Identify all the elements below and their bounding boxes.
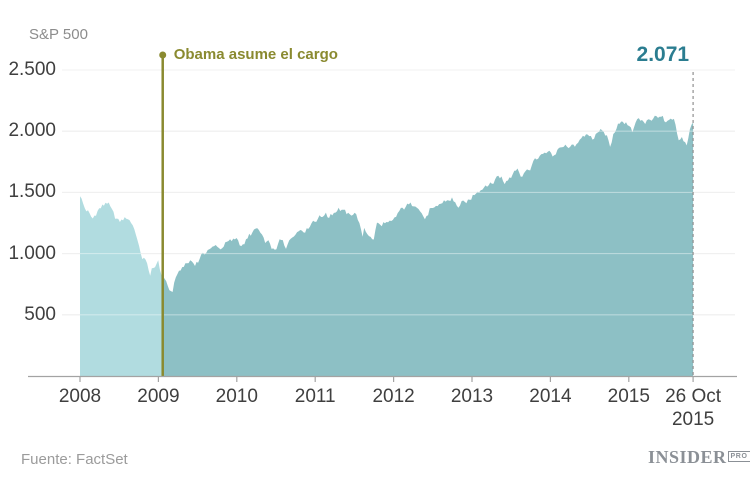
area-post-obama (162, 115, 694, 377)
x-tick-label: 2014 (529, 386, 572, 407)
annotation-label: Obama asume el cargo (173, 46, 338, 63)
area-pre-obama (80, 196, 163, 376)
x-tick-label: 2011 (294, 386, 336, 407)
y-tick-label: 2.000 (8, 120, 56, 142)
x-tick-label: 26 Oct 2015 (665, 386, 722, 430)
x-tick-label: 2013 (450, 386, 494, 407)
end-value-label: 2.071 (636, 43, 690, 66)
logo-wordmark: INSIDER (648, 447, 727, 467)
y-tick-label: 1.500 (8, 181, 56, 203)
x-tick-label: 2010 (215, 386, 258, 407)
y-tick-label: 500 (24, 303, 56, 325)
x-tick-label: 2008 (58, 386, 102, 407)
y-tick-label: 2.500 (8, 59, 56, 80)
annotation-dot (159, 51, 167, 59)
x-tick-label: 2012 (372, 386, 415, 407)
x-tick-label: 2015 (607, 386, 650, 407)
axis-title: S&P 500 (29, 26, 88, 43)
x-tick-label: 2009 (137, 386, 180, 407)
y-tick-label: 1.000 (8, 242, 56, 264)
logo-pro-badge: PRO (727, 451, 750, 462)
source-label: Fuente: FactSet (21, 451, 128, 468)
insider-logo: INSIDER PRO (648, 447, 750, 467)
